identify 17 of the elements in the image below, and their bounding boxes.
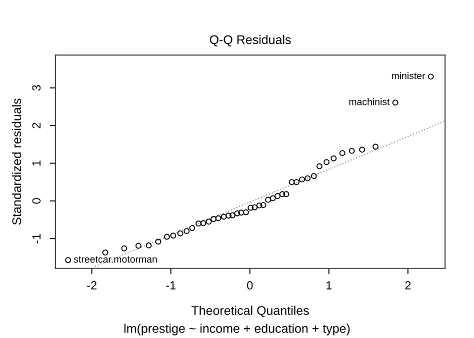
annotation: streetcar.motorman xyxy=(74,256,157,263)
y-axis-title: Standardized residuals xyxy=(12,98,22,225)
annotation: machinist xyxy=(349,98,390,106)
y-tick-label: 3 xyxy=(32,85,41,91)
annotation: minister xyxy=(392,72,426,80)
text: lm(prestige ~ income + education + type) xyxy=(124,324,350,336)
y-tick-label: -1 xyxy=(32,234,41,244)
chart-title: Q-Q Residuals xyxy=(210,34,291,46)
x-tick-label: 2 xyxy=(405,281,411,290)
x-tick-label: 0 xyxy=(247,281,253,290)
x-tick-label: -2 xyxy=(87,281,96,290)
y-tick-label: 1 xyxy=(32,160,41,166)
x-tick-label: -1 xyxy=(166,281,176,290)
y-tick-label: 2 xyxy=(32,122,41,128)
x-axis-title: Theoretical Quantiles xyxy=(192,306,309,318)
y-tick-label: 0 xyxy=(32,198,41,204)
x-tick-label: 1 xyxy=(326,281,332,290)
